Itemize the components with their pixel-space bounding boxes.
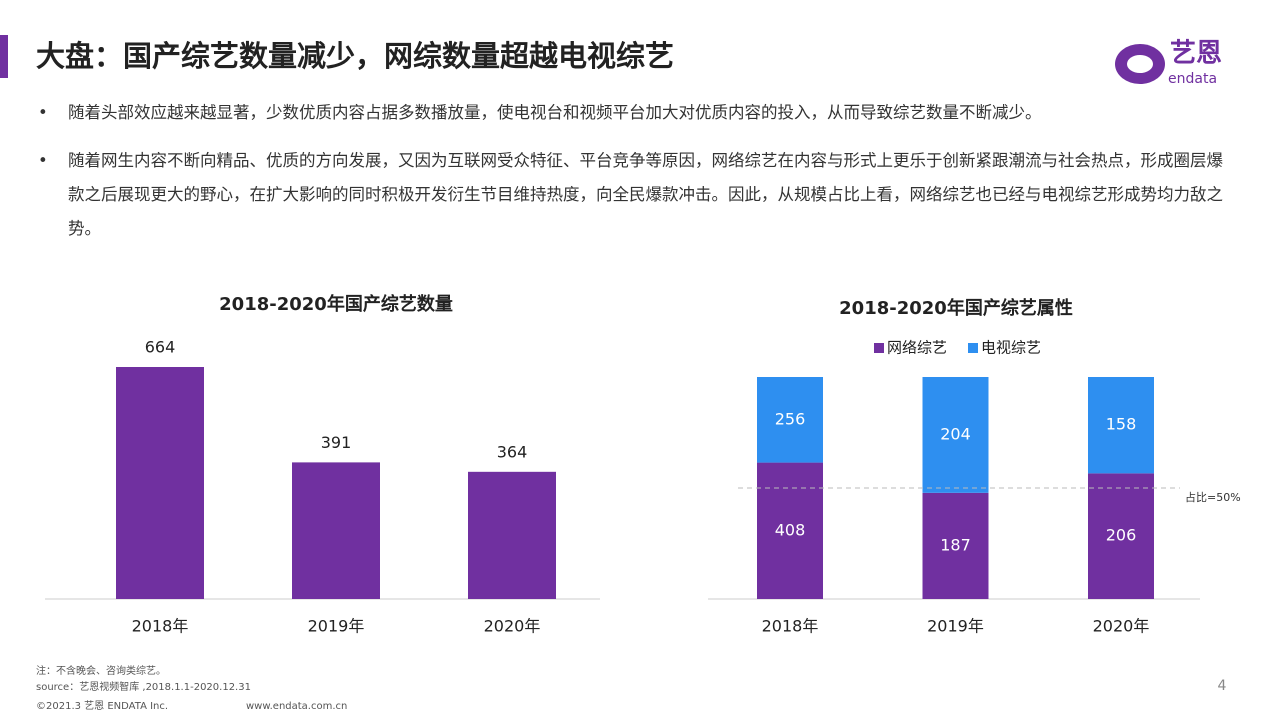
legend-swatch (874, 343, 884, 353)
bullet-list: 随着头部效应越来越显著，少数优质内容占据多数播放量，使电视台和视频平台加大对优质… (38, 96, 1228, 260)
data-label: 187 (940, 535, 971, 554)
source: source：艺恩视频智库 ,2018.1.1-2020.12.31 (36, 680, 251, 693)
logo-text: 艺恩 (1170, 39, 1222, 69)
data-label: 256 (775, 409, 806, 428)
x-tick-label: 2020年 (1093, 617, 1150, 636)
legend-label: 网络综艺 (887, 339, 947, 357)
data-label: 364 (497, 442, 528, 461)
data-label: 391 (321, 433, 352, 452)
bar (116, 367, 204, 599)
data-label: 206 (1106, 526, 1137, 545)
reference-label: 占比=50% (1185, 490, 1241, 504)
bar-segment (1088, 473, 1154, 599)
bullet: 随着头部效应越来越显著，少数优质内容占据多数播放量，使电视台和视频平台加大对优质… (38, 96, 1228, 130)
bar-segment (757, 377, 823, 463)
legend-swatch (968, 343, 978, 353)
copyright: ©2021.3 艺恩 ENDATA Inc. (36, 700, 168, 712)
logo-mark (1127, 55, 1153, 73)
slide-title: 大盘：国产综艺数量减少，网综数量超越电视综艺 (36, 39, 674, 73)
bar-segment (922, 377, 989, 493)
footnote: 注：不含晚会、咨询类综艺。 (36, 664, 166, 677)
bullet: 随着网生内容不断向精品、优质的方向发展，又因为互联网受众特征、平台竞争等原因，网… (38, 144, 1228, 246)
page-number: 4 (1218, 678, 1227, 694)
title-accent (0, 35, 8, 78)
logo-sub: endata (1168, 71, 1217, 87)
bar (468, 471, 556, 599)
chart-title: 2018-2020年国产综艺属性 (839, 297, 1073, 319)
x-tick-label: 2019年 (308, 617, 365, 636)
data-label: 408 (775, 520, 806, 539)
x-tick-label: 2020年 (484, 617, 541, 636)
bar-segment (757, 462, 823, 599)
bar-segment (922, 492, 989, 599)
data-label: 664 (145, 338, 176, 357)
data-label: 204 (940, 424, 971, 443)
data-label: 158 (1106, 415, 1137, 434)
legend-label: 电视综艺 (981, 339, 1041, 357)
x-tick-label: 2018年 (762, 617, 819, 636)
bar (292, 462, 380, 599)
x-tick-label: 2018年 (132, 617, 189, 636)
chart-title: 2018-2020年国产综艺数量 (219, 293, 453, 315)
website: www.endata.com.cn (246, 701, 347, 712)
bar-segment (1088, 377, 1154, 474)
x-tick-label: 2019年 (927, 617, 984, 636)
